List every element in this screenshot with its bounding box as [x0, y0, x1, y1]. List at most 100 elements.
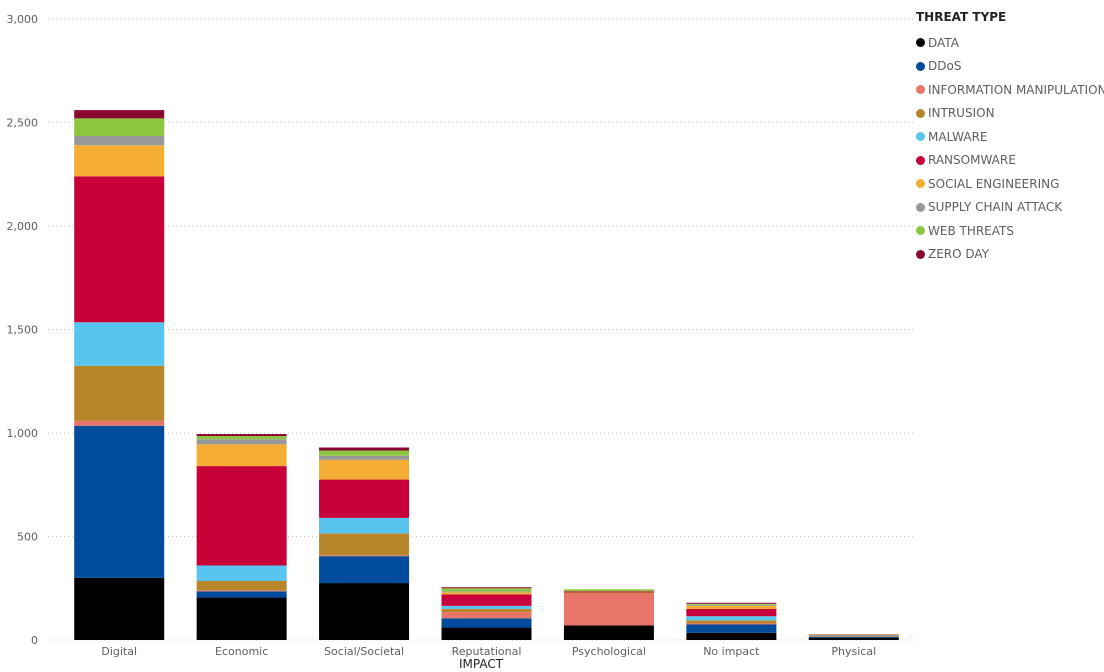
- bar-segment-zero-day[interactable]: [74, 110, 165, 119]
- bar-segment-information-manipulation[interactable]: [319, 555, 410, 557]
- bar-segment-data[interactable]: [196, 597, 287, 640]
- legend-marker: [916, 202, 925, 212]
- bar-segment-ransomware[interactable]: [563, 591, 654, 593]
- legend-marker: [916, 249, 925, 259]
- x-tick-label: Digital: [101, 645, 137, 658]
- bar-segment-data[interactable]: [808, 637, 899, 640]
- x-axis-title: IMPACT: [459, 657, 504, 671]
- bar-segment-data[interactable]: [686, 632, 777, 640]
- bar-segment-information-manipulation[interactable]: [74, 420, 165, 426]
- bar-segment-information-manipulation[interactable]: [563, 593, 654, 626]
- bar-segment-supply-chain-attack[interactable]: [74, 135, 165, 146]
- bar-segment-intrusion[interactable]: [441, 608, 532, 613]
- legend-label: SUPPLY CHAIN ATTACK: [928, 200, 1063, 215]
- legend-label: DATA: [928, 35, 959, 50]
- legend-label: RANSOMWARE: [928, 153, 1016, 168]
- y-tick-label: 0: [31, 634, 38, 647]
- bar-segment-data[interactable]: [563, 625, 654, 640]
- bar-segment-supply-chain-attack[interactable]: [441, 591, 532, 593]
- legend-item[interactable]: INFORMATION MANIPULATION: [916, 78, 1104, 102]
- bar-segment-web-threats[interactable]: [319, 450, 410, 456]
- bar-segment-ransomware[interactable]: [74, 176, 165, 323]
- legend-item[interactable]: SOCIAL ENGINEERING: [916, 172, 1104, 196]
- bar-segment-zero-day[interactable]: [686, 602, 777, 604]
- bar-segment-malware[interactable]: [319, 517, 410, 534]
- legend-marker: [916, 38, 925, 48]
- bar-segment-ddos[interactable]: [808, 636, 899, 638]
- bar-segment-data[interactable]: [319, 583, 410, 640]
- legend-marker: [916, 85, 925, 95]
- bar-segment-intrusion[interactable]: [686, 620, 777, 624]
- bar-segment-social-engineering[interactable]: [441, 592, 532, 595]
- bar-segment-web-threats[interactable]: [74, 118, 165, 136]
- legend-item[interactable]: INTRUSION: [916, 102, 1104, 126]
- legend-items: DATA DDoS INFORMATION MANIPULATION INTRUSIO…: [916, 31, 1104, 266]
- bar-segment-ransomware[interactable]: [319, 479, 410, 518]
- bar-segment-social-engineering[interactable]: [686, 605, 777, 609]
- bar-segment-ransomware[interactable]: [808, 634, 899, 636]
- legend-label: INFORMATION MANIPULATION: [928, 82, 1104, 97]
- y-tick-label: 3,000: [7, 13, 39, 26]
- bar-segment-ransomware[interactable]: [196, 466, 287, 566]
- bar-segment-web-threats[interactable]: [196, 436, 287, 440]
- bar-segment-ddos[interactable]: [74, 425, 165, 578]
- bar-segment-web-threats[interactable]: [563, 589, 654, 592]
- bar-segment-intrusion[interactable]: [74, 365, 165, 421]
- bar-segment-zero-day[interactable]: [196, 434, 287, 437]
- bar-segment-intrusion[interactable]: [196, 581, 287, 591]
- bar-segment-zero-day[interactable]: [319, 447, 410, 451]
- bar-segment-information-manipulation[interactable]: [686, 623, 777, 625]
- bars: [74, 110, 899, 640]
- legend-label: WEB THREATS: [928, 223, 1014, 238]
- bar-segment-ddos[interactable]: [319, 556, 410, 584]
- bar-segment-supply-chain-attack[interactable]: [686, 604, 777, 606]
- bar-segment-web-threats[interactable]: [441, 588, 532, 592]
- bar-segment-intrusion[interactable]: [808, 635, 899, 637]
- bar-segment-data[interactable]: [74, 577, 165, 640]
- bar-segment-social-engineering[interactable]: [74, 145, 165, 177]
- bar-segment-intrusion[interactable]: [563, 592, 654, 594]
- bar-segment-ransomware[interactable]: [441, 594, 532, 606]
- bar-segment-malware[interactable]: [196, 565, 287, 582]
- legend-item[interactable]: MALWARE: [916, 125, 1104, 149]
- legend-item[interactable]: WEB THREATS: [916, 219, 1104, 243]
- bar-segment-ddos[interactable]: [196, 591, 287, 598]
- x-tick-label: Psychological: [572, 645, 646, 658]
- legend-marker: [916, 108, 925, 118]
- legend-label: MALWARE: [928, 129, 988, 144]
- legend-title: THREAT TYPE: [916, 10, 1007, 24]
- bar-segment-ddos[interactable]: [441, 618, 532, 628]
- legend-marker: [916, 226, 925, 236]
- legend-label: DDoS: [928, 59, 962, 74]
- bar-segment-malware[interactable]: [74, 322, 165, 366]
- legend-item[interactable]: RANSOMWARE: [916, 149, 1104, 173]
- y-tick-label: 2,500: [7, 117, 39, 130]
- gridlines: [48, 18, 915, 641]
- legend-item[interactable]: DATA: [916, 31, 1104, 55]
- bar-segment-malware[interactable]: [441, 605, 532, 609]
- x-tick-label: No impact: [703, 645, 760, 658]
- bar-segment-zero-day[interactable]: [441, 587, 532, 589]
- bar-segment-intrusion[interactable]: [319, 533, 410, 556]
- bar-segment-ransomware[interactable]: [686, 608, 777, 617]
- bar-segment-supply-chain-attack[interactable]: [196, 439, 287, 445]
- y-tick-label: 2,000: [7, 220, 39, 233]
- bar-segment-information-manipulation[interactable]: [196, 590, 287, 592]
- bar-segment-data[interactable]: [441, 627, 532, 640]
- legend-item[interactable]: SUPPLY CHAIN ATTACK: [916, 196, 1104, 220]
- y-axis-ticks: 0 500 1,000 1,500 2,000 2,500 3,000: [7, 13, 39, 647]
- legend-item[interactable]: DDoS: [916, 55, 1104, 79]
- x-tick-label: Social/Societal: [324, 645, 404, 658]
- bar-segment-supply-chain-attack[interactable]: [319, 455, 410, 460]
- bar-segment-social-engineering[interactable]: [196, 444, 287, 467]
- bar-segment-social-engineering[interactable]: [319, 459, 410, 480]
- bar-segment-information-manipulation[interactable]: [441, 612, 532, 619]
- legend-label: ZERO DAY: [928, 247, 990, 262]
- bar-segment-malware[interactable]: [808, 635, 899, 636]
- bar-segment-ddos[interactable]: [686, 624, 777, 633]
- legend-item[interactable]: ZERO DAY: [916, 243, 1104, 267]
- bar-segment-malware[interactable]: [686, 616, 777, 621]
- bar-segment-web-threats[interactable]: [686, 603, 777, 605]
- legend-label: INTRUSION: [928, 106, 995, 121]
